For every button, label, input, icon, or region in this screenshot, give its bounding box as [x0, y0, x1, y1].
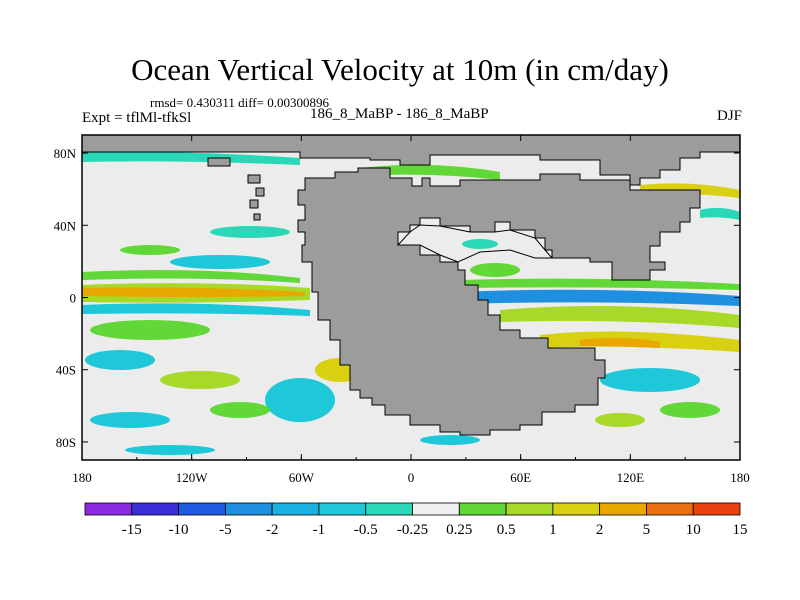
- y-tick-label: 80N: [54, 146, 77, 161]
- velocity-band: [82, 287, 305, 297]
- colorbar-swatch: [458, 502, 507, 516]
- season-label: DJF: [716, 108, 742, 124]
- inland-sea-blob: [462, 239, 498, 249]
- land-north: [81, 134, 741, 186]
- colorbar-label: 15: [733, 522, 748, 538]
- colorbar-swatch: [131, 502, 179, 516]
- land-island: [255, 187, 265, 197]
- velocity-blob: [700, 207, 740, 220]
- velocity-band: [460, 289, 740, 306]
- colorbar-swatch: [224, 502, 273, 516]
- colorbar-swatch: [505, 502, 554, 516]
- velocity-band: [82, 303, 310, 316]
- y-tick-label: 40N: [54, 218, 77, 233]
- x-tick-label: 60W: [289, 470, 315, 485]
- land-island: [247, 174, 261, 184]
- velocity-blob: [82, 151, 300, 165]
- velocity-blob: [90, 412, 170, 428]
- colorbar-label: 10: [686, 522, 701, 538]
- colorbar-label: 1: [549, 522, 557, 538]
- x-tick-label: 120E: [617, 470, 645, 485]
- colorbar: -15 -10 -5 -2 -1 -0.5 -0.25 0.25 0.5 1 2 5 10 15: [84, 502, 748, 538]
- velocity-blob: [160, 371, 240, 389]
- y-tick-label: 0: [70, 291, 77, 306]
- velocity-blob: [660, 402, 720, 418]
- x-tick-label: 0: [408, 470, 415, 485]
- velocity-blob: [265, 378, 335, 422]
- x-tick-label: 180: [72, 470, 92, 485]
- velocity-band: [580, 337, 660, 348]
- land-island: [253, 213, 261, 221]
- velocity-band: [500, 306, 740, 328]
- land-island: [249, 199, 259, 209]
- velocity-blob: [360, 164, 500, 180]
- y-tick-label: 40S: [56, 363, 76, 378]
- colorbar-swatch: [84, 502, 133, 516]
- colorbar-label: -5: [219, 522, 232, 538]
- land-masses: [81, 134, 741, 436]
- colorbar-label: 5: [643, 522, 651, 538]
- colorbar-label: -15: [122, 522, 142, 538]
- velocity-blob: [85, 350, 155, 370]
- velocity-blob: [595, 413, 645, 427]
- x-tick-label: 120W: [176, 470, 209, 485]
- colorbar-swatch: [692, 502, 741, 516]
- colorbar-swatch: [365, 502, 413, 516]
- velocity-blob: [420, 435, 480, 445]
- velocity-blob: [470, 263, 520, 277]
- colorbar-swatch: [318, 502, 367, 516]
- colorbar-label: -0.5: [354, 522, 378, 538]
- y-axis: 80N 40N 0 40S 80S: [54, 146, 740, 450]
- colorbar-swatch: [412, 502, 460, 516]
- velocity-blob: [90, 320, 210, 340]
- land-island: [207, 157, 231, 167]
- case-label: 186_8_MaBP - 186_8_MaBP: [310, 106, 489, 122]
- y-tick-label: 80S: [56, 435, 76, 450]
- x-tick-label: 180: [730, 470, 750, 485]
- colorbar-swatch: [646, 502, 694, 516]
- velocity-blob: [210, 226, 290, 238]
- x-tick-label: 60E: [510, 470, 531, 485]
- velocity-blob: [125, 445, 215, 455]
- velocity-blob: [600, 368, 700, 392]
- colorbar-swatch: [599, 502, 647, 516]
- x-axis: 180 120W 60W 0 60E 120E 180: [72, 135, 750, 485]
- colorbar-label: -0.25: [397, 522, 428, 538]
- colorbar-label: -10: [169, 522, 189, 538]
- velocity-field: [82, 151, 740, 455]
- colorbar-swatch: [271, 502, 320, 516]
- colorbar-label: -2: [266, 522, 279, 538]
- land-main-continent: [297, 167, 701, 436]
- experiment-label: Expt = tflMl-tfkSl: [82, 110, 192, 126]
- colorbar-label: 0.25: [446, 522, 472, 538]
- colorbar-swatch: [552, 502, 601, 516]
- velocity-blob: [210, 402, 270, 418]
- velocity-band: [460, 278, 740, 290]
- colorbar-label: 0.5: [497, 522, 516, 538]
- rmsd-diff-stats: rmsd= 0.430311 diff= 0.00300896: [150, 95, 329, 110]
- velocity-blob: [120, 245, 180, 255]
- colorbar-swatch: [178, 502, 226, 516]
- map-title: Ocean Vertical Velocity at 10m (in cm/da…: [131, 52, 669, 87]
- colorbar-label: 2: [596, 522, 604, 538]
- velocity-blob: [170, 255, 270, 269]
- velocity-band: [82, 270, 300, 283]
- colorbar-label: -1: [313, 522, 326, 538]
